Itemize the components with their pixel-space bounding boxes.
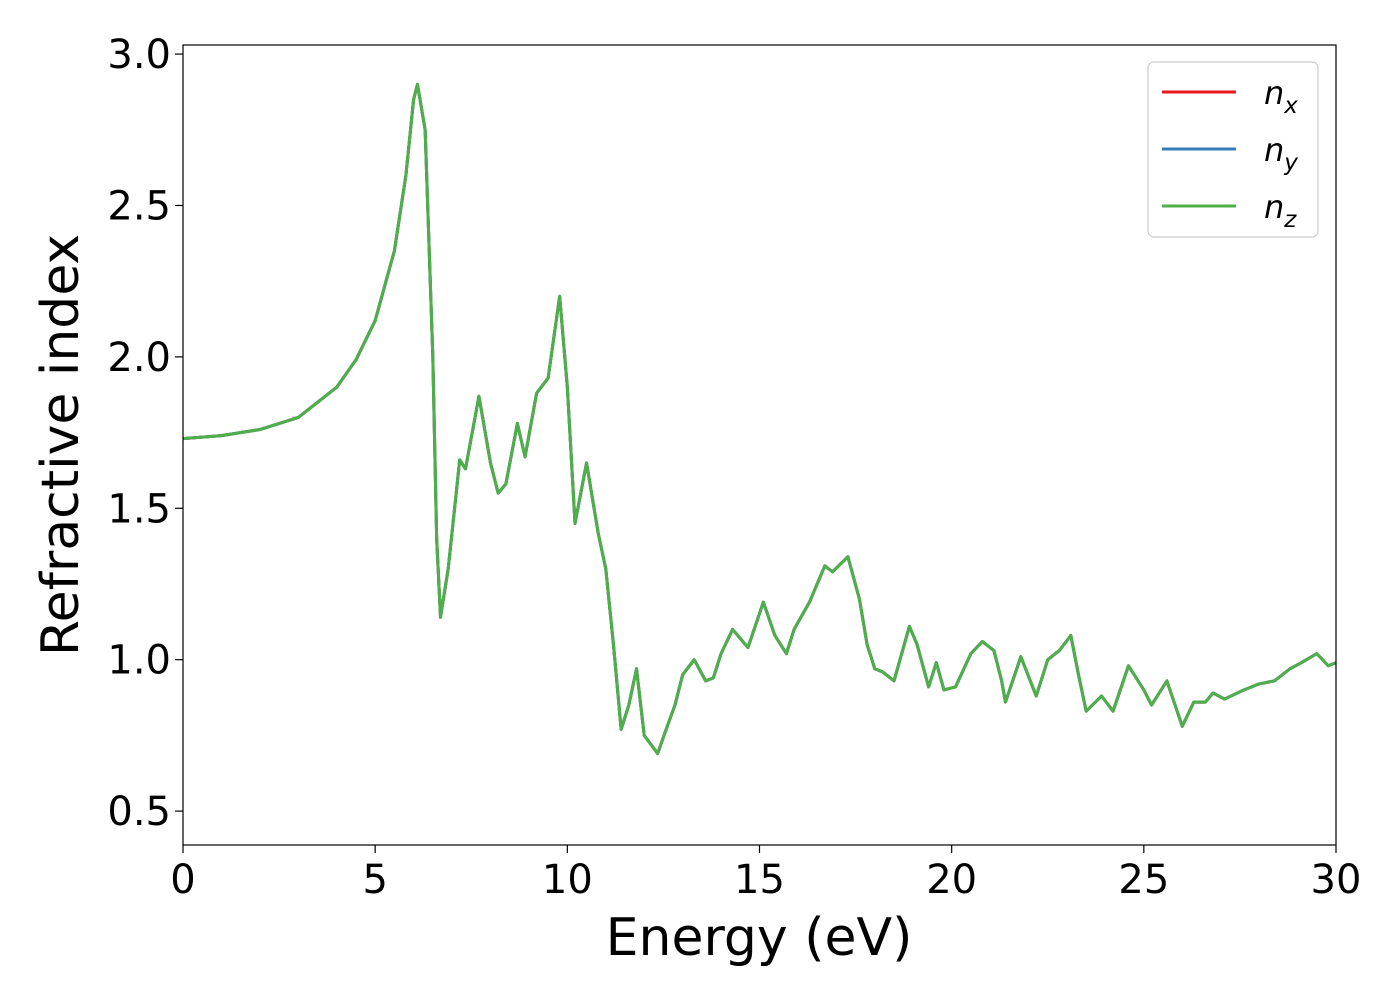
x-tick-label: 25: [1118, 857, 1169, 903]
legend-label: nx: [1264, 74, 1298, 119]
x-tick-label: 15: [734, 857, 785, 903]
y-tick-label: 3.0: [107, 32, 171, 78]
x-tick-label: 30: [1311, 857, 1362, 903]
y-tick-label: 1.5: [107, 486, 171, 532]
y-axis-label: Refractive index: [31, 234, 91, 656]
y-tick-label: 0.5: [107, 789, 171, 835]
x-tick-label: 0: [170, 857, 195, 903]
y-tick-label: 2.0: [107, 335, 171, 381]
x-tick-label: 5: [362, 857, 387, 903]
y-tick-label: 1.0: [107, 638, 171, 684]
x-axis-label: Energy (eV): [606, 908, 913, 968]
legend-label: nz: [1264, 188, 1297, 233]
plot-frame: [182, 44, 1337, 846]
legend-label: ny: [1264, 131, 1298, 176]
data-line: [183, 82, 1336, 756]
x-tick-label: 10: [542, 857, 593, 903]
y-tick-label: 2.5: [107, 183, 171, 229]
x-tick-label: 20: [926, 857, 977, 903]
